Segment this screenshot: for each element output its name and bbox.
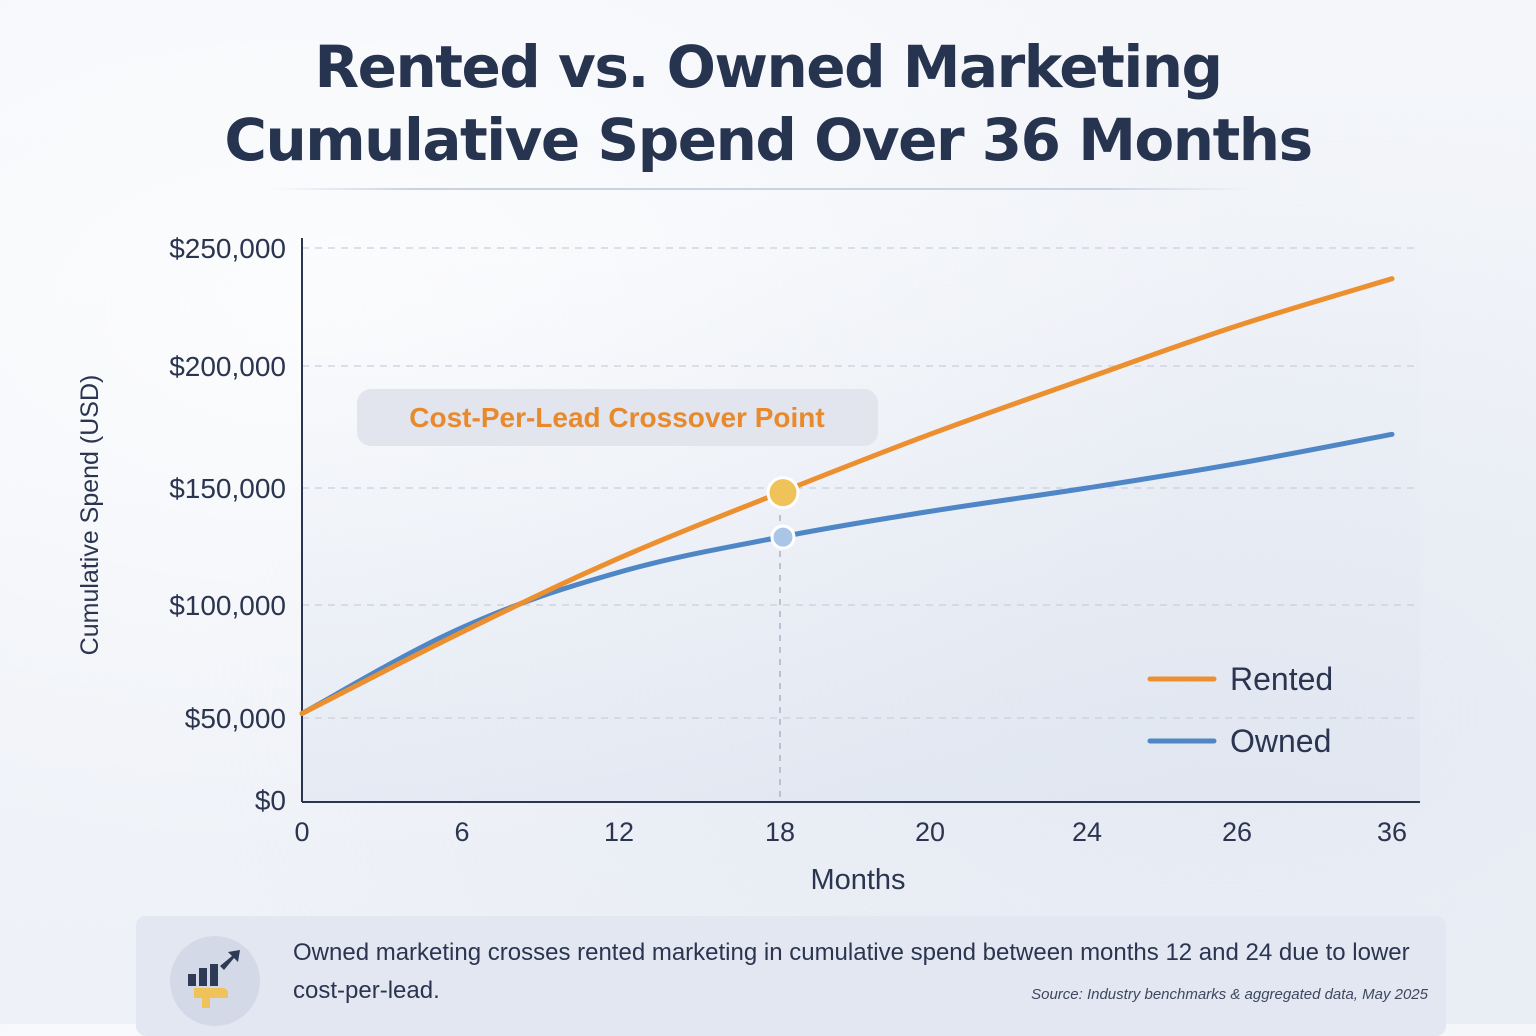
x-tick-label: 6 xyxy=(454,817,469,847)
x-tick-label: 26 xyxy=(1222,817,1252,847)
y-tick-label: $50,000 xyxy=(185,703,286,734)
callout-label: Cost-Per-Lead Crossover Point xyxy=(409,402,824,433)
series-line-owned xyxy=(299,431,1395,716)
x-axis-label: Months xyxy=(810,864,905,896)
plot-background xyxy=(302,238,1420,802)
crossover-marker-owned xyxy=(770,524,796,550)
x-tick-label: 24 xyxy=(1072,817,1102,847)
y-tick-labels: $0 $50,000 $100,000 $150,000 $200,000 $250,00… xyxy=(169,233,286,816)
x-tick-label: 20 xyxy=(915,817,945,847)
chart-title-line-1: Rented vs. Owned Marketing xyxy=(314,33,1223,101)
crossover-marker-rented xyxy=(766,476,800,510)
insight-note: Owned marketing crosses rented marketing… xyxy=(136,916,1446,1036)
y-axis-label: Cumulative Spend (USD) xyxy=(76,375,104,656)
x-tick-label: 0 xyxy=(294,817,309,847)
chart-title-line-2: Cumulative Spend Over 36 Months xyxy=(224,106,1313,174)
x-tick-label: 12 xyxy=(604,817,634,847)
legend-label-rented: Rented xyxy=(1230,661,1333,697)
series-lines xyxy=(299,276,1395,716)
y-tick-label: $150,000 xyxy=(169,473,286,504)
chart-hand-icon xyxy=(170,936,260,1026)
x-tick-label: 18 xyxy=(765,817,795,847)
legend-label-owned: Owned xyxy=(1230,723,1331,759)
axes xyxy=(301,238,1420,803)
title-divider xyxy=(270,188,1250,190)
plot-area xyxy=(302,238,1420,802)
x-tick-label: 36 xyxy=(1377,817,1407,847)
crossover-callout: Cost-Per-Lead Crossover Point xyxy=(357,389,878,446)
grid-lines xyxy=(302,247,1420,719)
x-tick-labels: 0 6 12 18 20 24 26 36 xyxy=(294,817,1407,847)
legend: Rented Owned xyxy=(1147,661,1333,759)
callout-box xyxy=(357,389,878,446)
series-line-rented xyxy=(299,276,1395,716)
crossover-markers xyxy=(766,476,800,802)
y-tick-label: $250,000 xyxy=(169,233,286,264)
insight-text: Owned marketing crosses rented marketing… xyxy=(293,939,1410,1004)
y-tick-label: $100,000 xyxy=(169,590,286,621)
y-tick-label: $0 xyxy=(255,785,286,816)
y-tick-label: $200,000 xyxy=(169,351,286,382)
source-citation: Source: Industry benchmarks & aggregated… xyxy=(1031,986,1428,1003)
